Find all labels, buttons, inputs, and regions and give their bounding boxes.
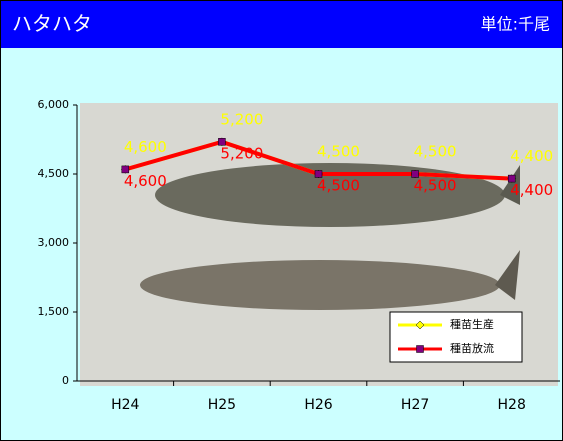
data-label: 4,500 — [414, 177, 457, 195]
data-point — [314, 170, 323, 178]
data-point — [411, 170, 419, 178]
data-point — [507, 174, 516, 183]
data-label: 5,200 — [220, 110, 263, 128]
data-point — [121, 165, 130, 174]
fish — [155, 163, 505, 227]
x-tick-label: H26 — [304, 397, 332, 413]
data-label: 5,200 — [220, 144, 263, 162]
data-label: 4,400 — [510, 181, 553, 199]
data-label: 4,500 — [317, 177, 360, 195]
x-tick-label: H25 — [208, 397, 236, 413]
legend-label: 種苗生産 — [450, 317, 494, 331]
data-point — [218, 138, 226, 146]
data-label: 4,500 — [317, 143, 360, 161]
x-tick-label: H27 — [401, 397, 429, 413]
x-tick-label: H28 — [498, 397, 526, 413]
chart-title: ハタハタ — [12, 12, 92, 36]
data-label: 4,400 — [510, 147, 553, 165]
y-tick-label: 6,000 — [38, 98, 70, 111]
unit-label: 単位:千尾 — [481, 15, 550, 34]
legend-marker — [416, 345, 424, 353]
data-label: 4,500 — [414, 143, 457, 161]
y-tick-label: 4,500 — [38, 167, 70, 180]
y-tick-label: 1,500 — [38, 305, 70, 318]
data-label: 4,600 — [124, 172, 167, 190]
legend-label: 種苗放流 — [450, 341, 494, 355]
x-tick-label: H24 — [111, 397, 139, 413]
header-bar — [1, 1, 562, 48]
legend-box — [389, 311, 523, 363]
fish-tail — [495, 250, 520, 300]
legend-marker — [415, 320, 425, 330]
data-label: 4,600 — [124, 138, 167, 156]
y-tick-label: 0 — [62, 374, 69, 387]
fish — [140, 260, 500, 310]
y-tick-label: 3,000 — [38, 236, 70, 249]
